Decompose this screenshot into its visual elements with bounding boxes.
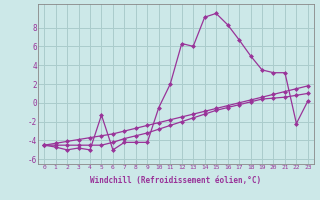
X-axis label: Windchill (Refroidissement éolien,°C): Windchill (Refroidissement éolien,°C): [91, 176, 261, 185]
